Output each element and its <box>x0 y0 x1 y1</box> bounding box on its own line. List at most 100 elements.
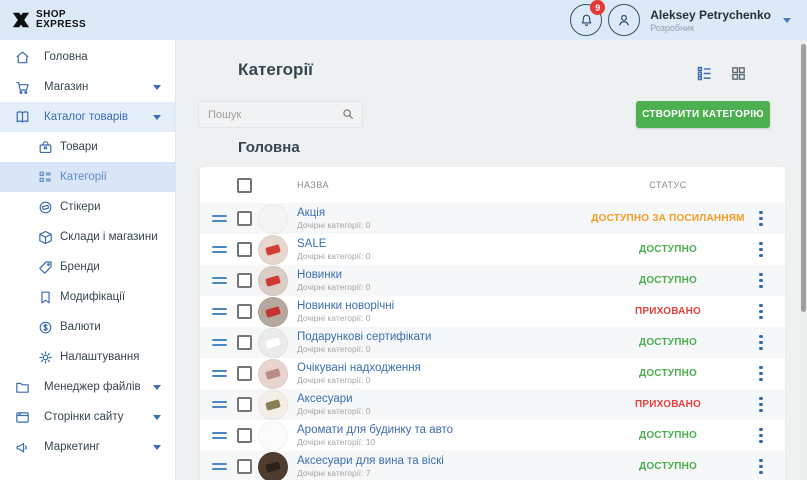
row-checkbox[interactable] <box>237 335 252 350</box>
row-checkbox[interactable] <box>237 366 252 381</box>
category-name-link[interactable]: Подарункові сертифікати <box>297 331 432 343</box>
shop-express-logo-icon <box>12 12 30 28</box>
category-children-count: Дочірні категорії: 0 <box>297 375 371 385</box>
drag-handle-icon[interactable] <box>212 212 228 225</box>
drag-handle-icon[interactable] <box>212 367 228 380</box>
user-menu-chevron-down-icon[interactable] <box>783 17 791 23</box>
category-thumbnail <box>258 389 288 420</box>
row-checkbox[interactable] <box>237 428 252 443</box>
status-badge: ПРИХОВАНО <box>635 306 701 317</box>
search-input[interactable] <box>198 101 363 128</box>
chevron-down-icon <box>153 414 161 420</box>
dollar-circle-icon <box>37 319 54 336</box>
scrollbar-thumb[interactable] <box>800 44 806 312</box>
grid-view-icon[interactable] <box>730 65 747 82</box>
sidebar-item-stickers[interactable]: Стікери <box>0 192 175 222</box>
row-checkbox[interactable] <box>237 459 252 474</box>
kebab-menu-icon[interactable] <box>753 458 769 476</box>
drag-handle-icon[interactable] <box>212 274 228 287</box>
list-view-icon[interactable] <box>696 65 713 82</box>
sidebar-item-file-manager[interactable]: Менеджер файлів <box>0 372 175 402</box>
brand-logo[interactable]: SHOP EXPRESS <box>10 8 87 31</box>
sidebar-item-currencies[interactable]: Валюти <box>0 312 175 342</box>
chevron-down-icon <box>153 444 161 450</box>
table-row: Аромати для будинку та авто Дочірні кате… <box>200 420 785 451</box>
sidebar-item-home[interactable]: Головна <box>0 42 175 72</box>
category-children-count: Дочірні категорії: 0 <box>297 344 371 354</box>
sidebar-item-warehouses[interactable]: Склади і магазини <box>0 222 175 252</box>
drag-handle-icon[interactable] <box>212 336 228 349</box>
kebab-menu-icon[interactable] <box>753 334 769 352</box>
browser-window-icon <box>14 409 31 426</box>
sidebar-item-label: Модифікації <box>60 291 126 303</box>
notifications-button[interactable]: 9 <box>570 0 606 36</box>
drag-handle-icon[interactable] <box>212 305 228 318</box>
view-toggles <box>696 65 747 82</box>
table-row: Подарункові сертифікати Дочірні категорі… <box>200 327 785 358</box>
notification-badge: 9 <box>590 0 606 15</box>
status-badge: ПРИХОВАНО <box>635 399 701 410</box>
package-cube-icon <box>37 229 54 246</box>
drag-handle-icon[interactable] <box>212 243 228 256</box>
table-row: Аксесуари Дочірні категорії: 0 ПРИХОВАНО <box>200 389 785 420</box>
sidebar-item-label: Валюти <box>60 321 101 333</box>
sidebar-item-label: Бренди <box>60 261 100 273</box>
sidebar-item-marketing[interactable]: Маркетинг <box>0 432 175 462</box>
category-name-link[interactable]: Аксесуари для вина та віскі <box>297 455 444 467</box>
category-name-link[interactable]: SALE <box>297 238 327 250</box>
status-badge: ДОСТУПНО <box>639 244 697 255</box>
chevron-down-icon <box>153 114 161 120</box>
row-checkbox[interactable] <box>237 304 252 319</box>
sidebar-item-brands[interactable]: Бренди <box>0 252 175 282</box>
sidebar-item-products[interactable]: Товари <box>0 132 175 162</box>
kebab-menu-icon[interactable] <box>753 427 769 445</box>
row-checkbox[interactable] <box>237 211 252 226</box>
category-thumbnail <box>258 358 288 389</box>
category-name-link[interactable]: Новинки <box>297 269 343 281</box>
category-name-link[interactable]: Аромати для будинку та авто <box>297 424 454 436</box>
drag-handle-icon[interactable] <box>212 398 228 411</box>
brand-name: SHOP EXPRESS <box>36 8 87 30</box>
sidebar-item-settings[interactable]: Налаштування <box>0 342 175 372</box>
category-name-link[interactable]: Акція <box>297 207 326 219</box>
table-row: Новинки новорічні Дочірні категорії: 0 П… <box>200 296 785 327</box>
sidebar-item-label: Стікери <box>60 201 101 213</box>
category-children-count: Дочірні категорії: 0 <box>297 251 371 261</box>
row-checkbox[interactable] <box>237 242 252 257</box>
category-name-link[interactable]: Новинки новорічні <box>297 300 395 312</box>
user-avatar[interactable] <box>608 4 641 36</box>
status-badge: ДОСТУПНО <box>639 337 697 348</box>
status-badge: ДОСТУПНО <box>639 275 697 286</box>
category-name-link[interactable]: Аксесуари <box>297 393 353 405</box>
create-category-button[interactable]: СТВОРИТИ КАТЕГОРІЮ <box>636 101 770 128</box>
kebab-menu-icon[interactable] <box>753 396 769 414</box>
sidebar-item-catalog[interactable]: Каталог товарів <box>0 102 175 132</box>
bookmark-icon <box>37 289 54 306</box>
kebab-menu-icon[interactable] <box>753 241 769 259</box>
select-all-checkbox[interactable] <box>237 177 252 193</box>
kebab-menu-icon[interactable] <box>753 210 769 228</box>
kebab-menu-icon[interactable] <box>753 272 769 290</box>
column-header-name: НАЗВА <box>297 180 330 190</box>
category-thumbnail <box>258 265 288 296</box>
drag-handle-icon[interactable] <box>212 460 228 473</box>
catalog-book-icon <box>14 109 31 126</box>
row-checkbox[interactable] <box>237 273 252 288</box>
categories-list-icon <box>37 169 54 186</box>
kebab-menu-icon[interactable] <box>753 365 769 383</box>
drag-handle-icon[interactable] <box>212 429 228 442</box>
category-name-link[interactable]: Очікувані надходження <box>297 362 421 374</box>
chevron-down-icon <box>153 84 161 90</box>
sidebar-item-modifications[interactable]: Модифікації <box>0 282 175 312</box>
page-scrollbar[interactable] <box>799 40 807 480</box>
sidebar-item-site-pages[interactable]: Сторінки сайту <box>0 402 175 432</box>
category-thumbnail <box>258 420 288 451</box>
sidebar-item-categories[interactable]: Категорії <box>0 162 175 192</box>
sidebar-item-label: Склади і магазини <box>60 231 158 243</box>
category-thumbnail <box>258 234 288 265</box>
sidebar-item-shop[interactable]: Магазин <box>0 72 175 102</box>
row-checkbox[interactable] <box>237 397 252 412</box>
kebab-menu-icon[interactable] <box>753 303 769 321</box>
sticker-icon <box>37 199 54 216</box>
sidebar-item-label: Магазин <box>44 81 89 93</box>
